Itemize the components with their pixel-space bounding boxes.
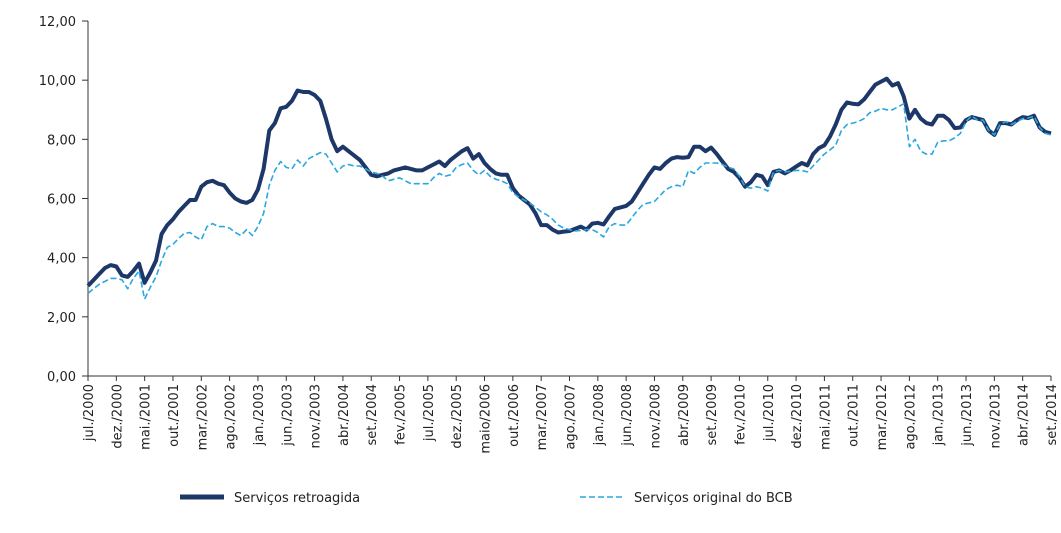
x-tick-label: ago./2002 <box>224 384 239 450</box>
x-tick-label: mar./2012 <box>875 384 890 450</box>
x-tick-label: jun./2008 <box>620 384 635 447</box>
x-tick-label: mar./2007 <box>535 384 550 450</box>
x-tick-label: maio/2006 <box>479 384 494 454</box>
x-tick-label: jan./2003 <box>252 384 267 446</box>
x-tick-label: dez./2010 <box>790 384 805 449</box>
y-tick-label: 10,00 <box>39 74 76 89</box>
x-tick-label: jun./2003 <box>280 384 295 447</box>
x-tick-label: ago./2012 <box>903 384 918 450</box>
x-tick-label: dez./2005 <box>450 384 465 449</box>
x-tick-label: abr./2004 <box>337 384 352 446</box>
legend-label: Serviços original do BCB <box>634 491 793 506</box>
x-tick-label: jan./2013 <box>932 384 947 446</box>
x-tick-label: jul./2005 <box>422 384 437 442</box>
x-tick-label: ago./2007 <box>564 384 579 450</box>
x-tick-label: nov./2003 <box>309 384 324 448</box>
legend-label: Serviços retroagida <box>234 491 360 506</box>
x-tick-label: jul./2000 <box>82 384 97 442</box>
x-tick-label: set./2004 <box>365 384 380 445</box>
x-tick-label: fev./2005 <box>394 384 409 445</box>
series-line <box>86 76 1052 288</box>
x-tick-label: mai./2001 <box>139 384 154 450</box>
x-tick-label: jul./2010 <box>762 384 777 442</box>
y-tick-label: 2,00 <box>47 311 76 326</box>
x-tick-label: set./2014 <box>1045 384 1060 445</box>
y-tick-label: 4,00 <box>47 252 76 267</box>
y-tick-label: 12,00 <box>39 15 76 30</box>
x-tick-label: nov./2013 <box>988 384 1003 448</box>
x-tick-label: nov./2008 <box>648 384 663 448</box>
x-tick-label: out./2001 <box>167 384 182 447</box>
x-tick-label: jan./2008 <box>592 384 607 446</box>
y-tick-label: 0,00 <box>47 370 76 385</box>
x-tick-label: mai./2011 <box>818 384 833 450</box>
x-tick-label: mar./2002 <box>195 384 210 450</box>
x-tick-label: set./2009 <box>705 384 720 445</box>
x-tick-label: abr./2009 <box>677 384 692 446</box>
x-tick-label: out./2011 <box>847 384 862 447</box>
series-line <box>87 103 1052 300</box>
y-tick-label: 8,00 <box>47 133 76 148</box>
x-tick-label: jun./2013 <box>960 384 975 447</box>
x-tick-label: dez./2000 <box>110 384 125 449</box>
x-tick-label: out./2006 <box>507 384 522 447</box>
x-tick-label: fev./2010 <box>733 384 748 445</box>
x-tick-label: abr./2014 <box>1017 384 1032 446</box>
y-tick-label: 6,00 <box>47 193 76 208</box>
